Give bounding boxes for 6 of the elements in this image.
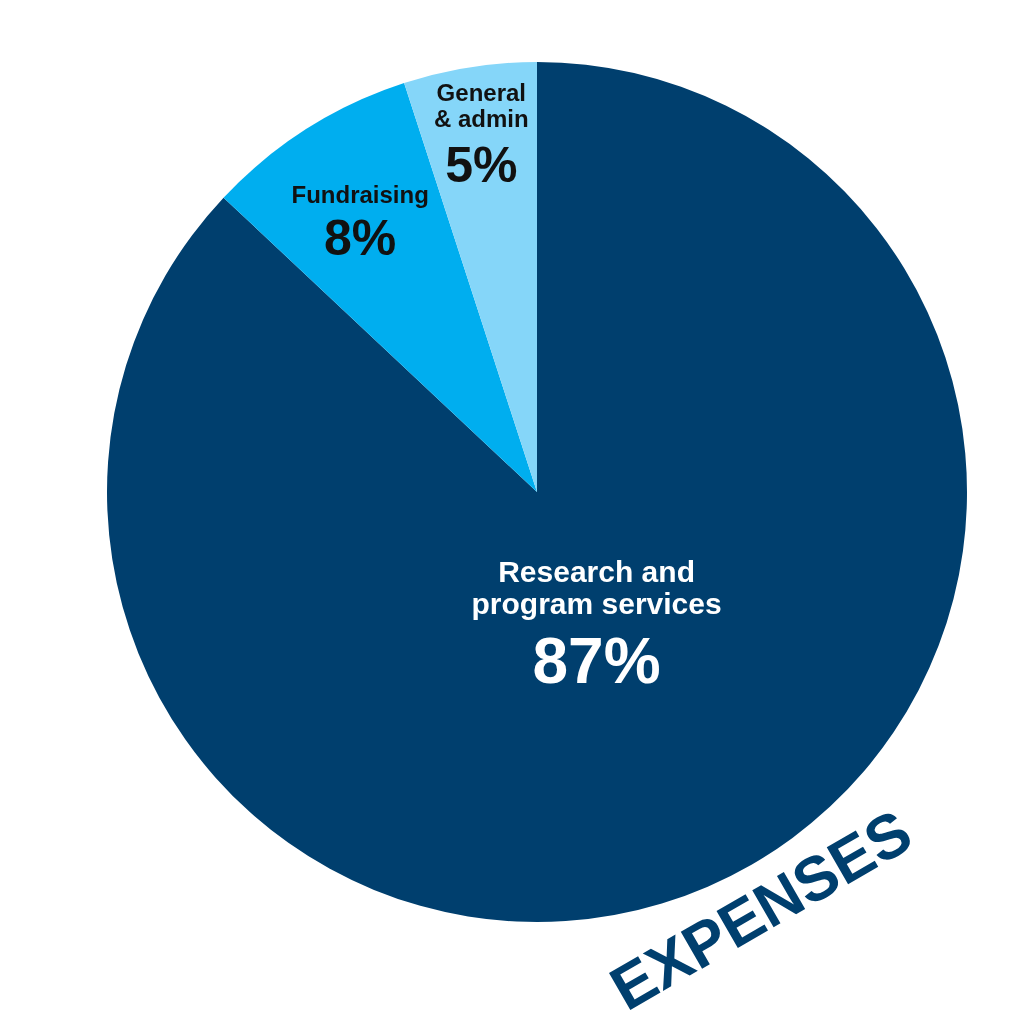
data-label: 5% [445, 137, 518, 194]
slice-label: Research and program services [471, 554, 722, 620]
slice-label: Fundraising [291, 181, 429, 209]
data-label: 8% [324, 210, 397, 267]
slice-label: General & admin [433, 79, 529, 133]
data-label: 87% [532, 624, 661, 697]
